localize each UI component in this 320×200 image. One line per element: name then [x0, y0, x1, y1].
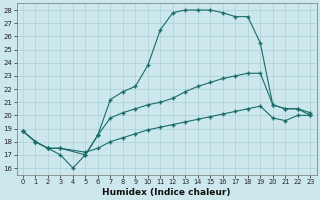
X-axis label: Humidex (Indice chaleur): Humidex (Indice chaleur)	[102, 188, 231, 197]
